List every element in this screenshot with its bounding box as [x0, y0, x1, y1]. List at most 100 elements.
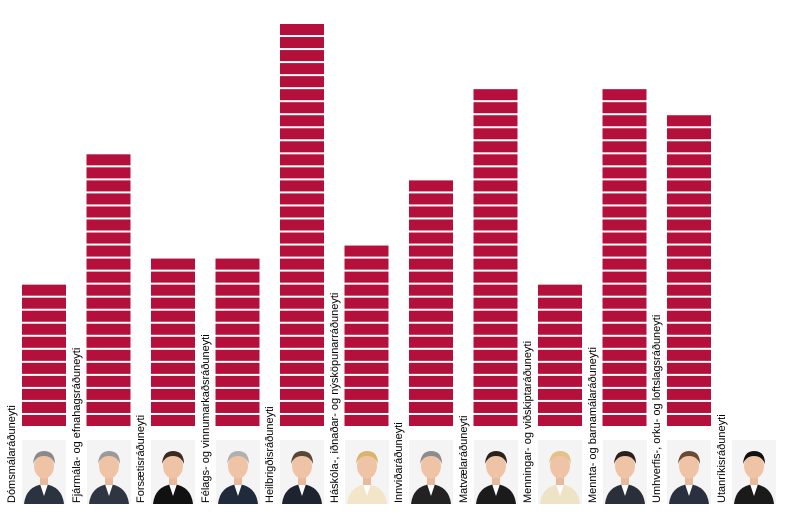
bar-block — [86, 245, 131, 257]
bar-block — [602, 284, 647, 296]
category-label-1: Dómsmálaráðuneyti — [6, 405, 18, 503]
bar-block — [86, 401, 131, 413]
bar-block — [215, 258, 260, 270]
bar-block — [215, 362, 260, 374]
bar-block — [667, 336, 711, 348]
bar-block — [602, 206, 647, 218]
bar-block — [409, 271, 453, 283]
person-portrait-icon — [280, 440, 324, 504]
bar-block — [215, 401, 260, 413]
person-portrait-icon — [344, 440, 389, 504]
bar-block — [280, 154, 324, 166]
bar-block — [667, 284, 711, 296]
bar-block — [602, 89, 647, 101]
bar-block — [473, 284, 518, 296]
bar-block — [280, 219, 324, 231]
bar-block — [344, 323, 389, 335]
bar-block — [473, 154, 518, 166]
bar-block — [280, 180, 324, 192]
bar-block — [22, 414, 66, 426]
bar-block — [667, 349, 711, 361]
bar-block — [473, 128, 518, 140]
bar-block — [667, 258, 711, 270]
bar-block — [344, 401, 389, 413]
bar-block — [86, 284, 131, 296]
bar-block — [602, 349, 647, 361]
bar-block — [409, 206, 453, 218]
bar-block — [667, 245, 711, 257]
person-portrait-icon — [731, 440, 776, 504]
bar-block — [280, 414, 324, 426]
bar-block — [86, 414, 131, 426]
bar-block — [667, 206, 711, 218]
category-label-8: Matvælaráðuneyti — [457, 415, 470, 503]
bar-block — [86, 297, 131, 309]
bar-block — [215, 414, 260, 426]
bar-block — [602, 167, 647, 179]
bar-block — [86, 258, 131, 270]
bar-block — [538, 388, 582, 400]
bar-block — [280, 141, 324, 153]
bar-block — [602, 362, 647, 374]
bar-2 — [86, 154, 131, 426]
bar-1 — [22, 284, 66, 426]
bar-block — [86, 154, 131, 166]
bar-block — [473, 141, 518, 153]
bar-block — [473, 362, 518, 374]
bar-block — [473, 375, 518, 387]
category-label-10: Mennta- og barnamálaráðuneyti — [586, 347, 599, 503]
bar-5 — [280, 24, 324, 426]
person-portrait-icon — [473, 440, 518, 504]
bar-block — [86, 310, 131, 322]
bar-block — [473, 388, 518, 400]
bar-block — [280, 37, 324, 49]
bar-block — [22, 310, 66, 322]
bar-block — [86, 336, 131, 348]
bar-block — [151, 258, 195, 270]
bar-block — [344, 284, 389, 296]
bar-block — [602, 128, 647, 140]
bar-block — [473, 206, 518, 218]
bar-block — [280, 89, 324, 101]
bar-block — [473, 271, 518, 283]
bar-block — [667, 180, 711, 192]
bar-block — [473, 180, 518, 192]
bar-block — [602, 115, 647, 127]
bar-block — [22, 362, 66, 374]
bar-block — [151, 375, 195, 387]
bar-block — [409, 193, 453, 205]
bar-block — [473, 401, 518, 413]
bar-block — [86, 349, 131, 361]
bar-block — [22, 349, 66, 361]
bar-block — [538, 362, 582, 374]
bar-block — [86, 388, 131, 400]
bar-block — [602, 388, 647, 400]
bar-block — [473, 167, 518, 179]
bar-11 — [667, 115, 711, 426]
bar-block — [538, 375, 582, 387]
bar-block — [280, 24, 324, 36]
bar-block — [280, 271, 324, 283]
bar-block — [280, 258, 324, 270]
bar-7 — [409, 180, 453, 426]
bar-block — [602, 401, 647, 413]
bar-block — [151, 401, 195, 413]
bar-block — [602, 323, 647, 335]
bar-block — [538, 349, 582, 361]
bar-block — [22, 297, 66, 309]
bar-block — [280, 76, 324, 88]
bar-4 — [215, 258, 260, 426]
bar-block — [151, 297, 195, 309]
bar-block — [667, 154, 711, 166]
bar-block — [280, 167, 324, 179]
bar-block — [473, 258, 518, 270]
bar-block — [473, 219, 518, 231]
bar-block — [409, 375, 453, 387]
bar-block — [409, 323, 453, 335]
bar-block — [602, 180, 647, 192]
bar-block — [280, 336, 324, 348]
category-label-5: Heilbrigðisráðuneyti — [264, 406, 276, 503]
category-label-2: Fjármála- og efnahagsráðuneyti — [70, 347, 83, 503]
